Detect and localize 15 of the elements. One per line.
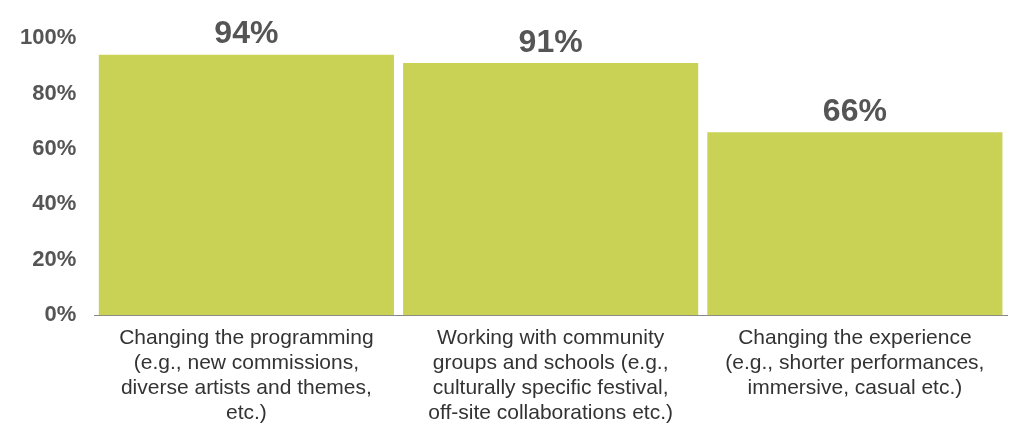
y-tick-label: 60% [32,134,77,160]
bar [403,62,699,316]
y-tick-label: 40% [32,190,77,216]
data-label: 94% [214,14,279,51]
x-tick-label: Working with community groups and schools (e.g., culturally specific festival, off-site collaborations etc.) [428,324,673,424]
y-tick-label: 80% [32,79,77,105]
x-tick-label: Changing the experience (e.g., shorter performances, immersive, casual etc.) [725,324,985,398]
bar [98,54,394,316]
data-label: 91% [518,22,583,59]
x-tick-label: Changing the programming (e.g., new commissions, diverse artists and themes, etc.) [119,324,374,424]
data-label: 66% [822,92,887,129]
bar [707,132,1003,316]
y-tick-label: 100% [19,24,77,50]
y-tick-label: 20% [32,245,77,271]
y-tick-label: 0% [44,301,77,327]
